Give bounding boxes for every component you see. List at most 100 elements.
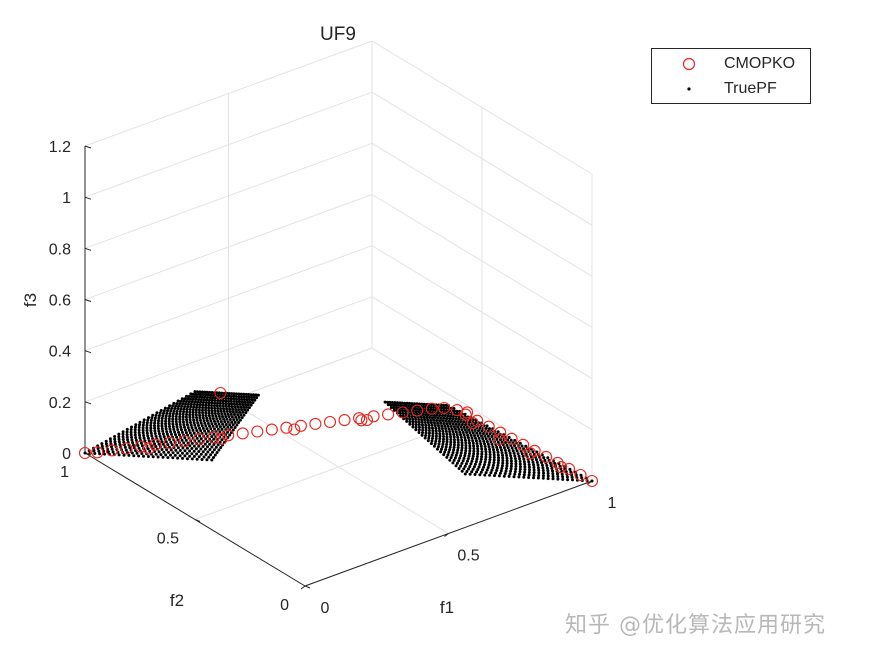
truepf-point — [183, 428, 187, 432]
truepf-point — [452, 438, 456, 442]
truepf-point — [226, 425, 230, 429]
truepf-point — [181, 456, 184, 460]
truepf-point — [551, 469, 554, 473]
truepf-point — [171, 456, 175, 460]
truepf-point — [451, 422, 455, 426]
truepf-point — [490, 468, 494, 472]
truepf-point — [154, 413, 158, 417]
truepf-point — [181, 415, 185, 419]
truepf-point — [417, 428, 421, 432]
truepf-point — [452, 425, 456, 429]
truepf-point — [513, 454, 517, 458]
truepf-point — [399, 404, 403, 407]
truepf-point — [223, 412, 227, 416]
truepf-point — [218, 404, 222, 408]
truepf-point — [199, 393, 203, 396]
truepf-point — [198, 403, 202, 407]
truepf-point — [218, 401, 222, 405]
truepf-point — [227, 394, 231, 398]
truepf-point — [104, 442, 108, 446]
truepf-point — [229, 394, 233, 398]
truepf-point — [123, 445, 127, 449]
truepf-series — [83, 390, 594, 483]
truepf-point — [214, 422, 217, 426]
truepf-point — [427, 436, 431, 440]
truepf-point — [434, 426, 438, 430]
truepf-point — [219, 420, 223, 424]
truepf-point — [188, 418, 192, 422]
truepf-point — [500, 451, 504, 455]
truepf-point — [405, 419, 409, 423]
truepf-point — [537, 468, 541, 472]
truepf-point — [452, 443, 456, 447]
truepf-point — [215, 425, 219, 428]
truepf-point — [417, 425, 421, 429]
truepf-point — [472, 444, 476, 448]
truepf-point — [476, 434, 480, 438]
truepf-point — [204, 401, 208, 405]
truepf-point — [213, 399, 217, 402]
truepf-point — [187, 428, 191, 432]
truepf-point — [473, 428, 477, 432]
truepf-point — [429, 418, 433, 422]
truepf-point — [482, 465, 486, 469]
truepf-point — [414, 410, 418, 414]
truepf-point — [125, 430, 129, 434]
truepf-point — [496, 440, 500, 444]
truepf-point — [398, 401, 402, 405]
truepf-point — [171, 420, 175, 423]
truepf-point — [427, 426, 431, 430]
truepf-point — [210, 458, 214, 462]
truepf-point — [447, 427, 451, 431]
truepf-point — [221, 415, 224, 418]
truepf-point — [186, 423, 189, 427]
truepf-point — [447, 450, 451, 454]
truepf-point — [551, 474, 555, 478]
truepf-point — [480, 434, 483, 438]
truepf-point — [167, 406, 170, 410]
cmopko-point — [524, 447, 537, 460]
truepf-point — [487, 463, 491, 467]
truepf-point — [111, 450, 115, 454]
truepf-point — [449, 414, 453, 418]
truepf-point — [212, 419, 216, 423]
truepf-point — [204, 403, 208, 407]
truepf-point — [444, 445, 448, 449]
truepf-point — [401, 409, 404, 413]
truepf-point — [486, 442, 490, 446]
truepf-point — [528, 468, 531, 472]
truepf-point — [484, 447, 488, 451]
truepf-point — [438, 434, 442, 438]
truepf-point — [410, 402, 414, 406]
truepf-point — [185, 446, 189, 450]
truepf-point — [443, 414, 447, 418]
truepf-point — [181, 446, 185, 450]
truepf-point — [183, 425, 186, 429]
truepf-point — [198, 426, 201, 430]
truepf-point — [420, 402, 424, 406]
cmopko-point — [78, 446, 92, 460]
truepf-point — [485, 440, 489, 443]
truepf-point — [121, 438, 125, 441]
truepf-point — [499, 469, 503, 473]
truepf-point — [202, 419, 206, 423]
truepf-point — [197, 411, 201, 415]
truepf-point — [496, 453, 500, 457]
truepf-point — [188, 431, 192, 435]
truepf-point — [153, 429, 157, 433]
truepf-point — [201, 393, 205, 397]
truepf-point — [192, 403, 196, 406]
truepf-point — [216, 399, 220, 403]
truepf-point — [517, 475, 521, 479]
truepf-point — [482, 463, 486, 467]
truepf-point — [193, 390, 197, 394]
truepf-point — [535, 460, 539, 464]
truepf-point — [98, 452, 102, 456]
truepf-point — [195, 403, 199, 407]
truepf-point — [453, 440, 456, 444]
cmopko-point — [288, 423, 301, 436]
truepf-point — [483, 473, 487, 477]
chart-grid — [84, 40, 593, 587]
truepf-point — [232, 397, 236, 401]
truepf-point — [434, 432, 438, 435]
